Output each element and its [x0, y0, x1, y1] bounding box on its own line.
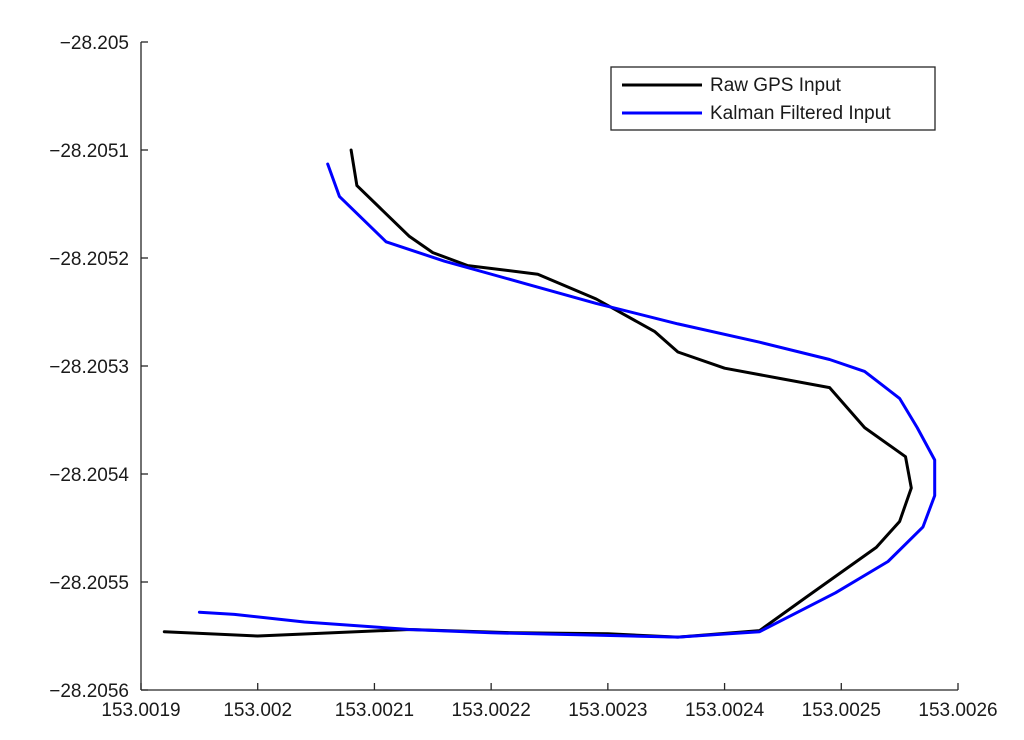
x-tick-label: 153.0019	[101, 700, 180, 721]
y-tick-label: −28.2056	[49, 681, 129, 702]
y-ticks: −28.205 −28.2051 −28.2052 −28.2053 −28.2054 −…	[49, 33, 148, 702]
x-ticks: 153.0019 153.002 153.0021 153.0022 153.0023 1…	[101, 683, 998, 721]
series-line-raw-gps	[162, 148, 913, 639]
y-tick-label: −28.2051	[49, 141, 129, 162]
y-tick-label: −28.2053	[49, 357, 129, 378]
x-tick-label: 153.0024	[685, 700, 765, 721]
legend-label-raw-gps: Raw GPS Input	[710, 75, 842, 96]
x-tick-label: 153.0025	[802, 700, 881, 721]
x-tick-label: 153.002	[223, 700, 292, 721]
x-tick-label: 153.0021	[335, 700, 414, 721]
series-line-kalman	[197, 162, 937, 639]
y-tick-label: −28.205	[60, 33, 129, 54]
x-tick-label: 153.0023	[568, 700, 647, 721]
x-tick-label: 153.0022	[452, 700, 531, 721]
y-tick-label: −28.2054	[49, 465, 129, 486]
legend-box	[610, 66, 936, 131]
series-layer	[162, 148, 937, 639]
y-tick-label: −28.2055	[49, 573, 129, 594]
x-tick-label: 153.0026	[918, 700, 997, 721]
y-tick-label: −28.2052	[49, 249, 129, 270]
legend: Raw GPS Input Kalman Filtered Input	[610, 66, 936, 131]
legend-label-kalman: Kalman Filtered Input	[710, 103, 891, 124]
